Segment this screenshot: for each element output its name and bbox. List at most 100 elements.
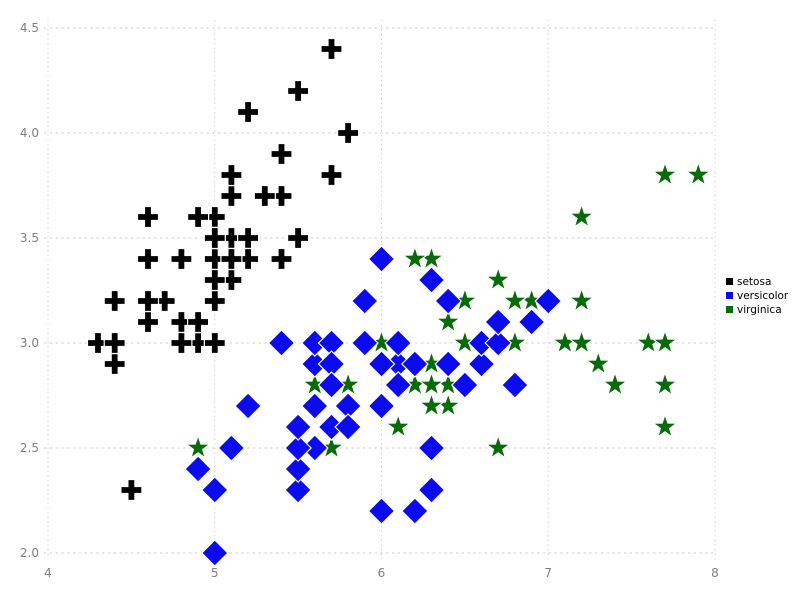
data-point-virginica bbox=[184, 433, 212, 460]
data-point-setosa bbox=[136, 247, 160, 271]
data-point-versicolor bbox=[317, 371, 346, 399]
data-point-virginica bbox=[417, 391, 446, 418]
data-point-versicolor bbox=[451, 371, 479, 399]
x-tick-label: 6 bbox=[378, 566, 386, 580]
data-point-versicolor bbox=[534, 287, 563, 315]
data-point-versicolor bbox=[284, 476, 312, 504]
data-point-setosa bbox=[187, 205, 210, 229]
data-point-setosa bbox=[270, 142, 293, 166]
data-point-versicolor bbox=[367, 350, 396, 378]
data-point-setosa bbox=[136, 289, 160, 313]
data-point-virginica bbox=[568, 202, 596, 229]
data-point-versicolor bbox=[300, 392, 329, 420]
x-tick-label: 4 bbox=[44, 566, 52, 580]
data-point-setosa bbox=[220, 184, 243, 208]
y-tick-label: 3.5 bbox=[20, 231, 39, 245]
data-point-setosa bbox=[203, 226, 226, 250]
data-point-versicolor bbox=[501, 371, 529, 399]
data-point-versicolor bbox=[417, 266, 446, 294]
legend-label-setosa: setosa bbox=[737, 276, 771, 288]
data-point-versicolor bbox=[184, 455, 212, 483]
data-point-versicolor bbox=[367, 497, 396, 525]
data-point-setosa bbox=[220, 163, 243, 187]
data-point-versicolor bbox=[350, 287, 379, 315]
data-point-versicolor bbox=[267, 329, 296, 357]
data-point-versicolor bbox=[284, 434, 312, 462]
data-point-setosa bbox=[120, 478, 143, 502]
data-point-versicolor bbox=[384, 371, 413, 399]
data-point-versicolor bbox=[434, 287, 463, 315]
y-tick-label: 4.5 bbox=[20, 21, 39, 35]
data-point-virginica bbox=[384, 412, 412, 439]
data-point-setosa bbox=[287, 79, 310, 103]
x-tick-label: 7 bbox=[544, 566, 552, 580]
data-point-setosa bbox=[203, 268, 226, 292]
data-point-setosa bbox=[103, 352, 126, 376]
data-point-versicolor bbox=[417, 476, 446, 504]
legend-label-versicolor: versicolor bbox=[737, 290, 789, 302]
x-tick-label: 8 bbox=[711, 566, 719, 580]
data-point-setosa bbox=[337, 121, 360, 145]
data-point-virginica bbox=[651, 328, 679, 355]
data-point-versicolor bbox=[517, 308, 546, 336]
data-point-virginica bbox=[601, 370, 629, 397]
data-point-versicolor bbox=[434, 350, 463, 378]
data-point-virginica bbox=[684, 160, 712, 187]
data-point-virginica bbox=[568, 328, 596, 355]
legend-swatch-versicolor bbox=[726, 292, 733, 299]
data-point-setosa bbox=[270, 247, 293, 271]
data-point-setosa bbox=[187, 310, 210, 334]
data-point-setosa bbox=[253, 184, 276, 208]
data-point-setosa bbox=[170, 331, 193, 355]
data-point-setosa bbox=[103, 289, 126, 313]
data-point-versicolor bbox=[284, 413, 312, 441]
data-point-virginica bbox=[401, 244, 429, 271]
legend-label-virginica: virginica bbox=[737, 304, 782, 316]
y-tick-label: 3.0 bbox=[20, 336, 39, 350]
data-point-setosa bbox=[203, 331, 226, 355]
data-point-versicolor bbox=[367, 392, 396, 420]
data-point-versicolor bbox=[234, 392, 262, 420]
y-tick-label: 4.0 bbox=[20, 126, 39, 140]
data-point-setosa bbox=[136, 205, 160, 229]
y-tick-label: 2.5 bbox=[20, 441, 39, 455]
data-point-versicolor bbox=[484, 308, 513, 336]
data-point-setosa bbox=[170, 247, 193, 271]
data-point-versicolor bbox=[467, 350, 496, 378]
data-point-versicolor bbox=[484, 329, 513, 357]
legend-swatch-setosa bbox=[726, 278, 733, 285]
legend-swatch-virginica bbox=[726, 306, 733, 313]
data-point-versicolor bbox=[334, 413, 362, 441]
data-point-virginica bbox=[568, 286, 596, 313]
data-point-versicolor bbox=[200, 539, 229, 567]
data-point-versicolor bbox=[217, 434, 246, 462]
data-point-virginica bbox=[651, 160, 679, 187]
data-point-versicolor bbox=[384, 329, 413, 357]
x-tick-label: 5 bbox=[211, 566, 219, 580]
data-point-virginica bbox=[434, 307, 462, 334]
data-point-setosa bbox=[287, 226, 310, 250]
data-point-versicolor bbox=[367, 245, 396, 273]
data-point-setosa bbox=[220, 247, 243, 271]
data-point-virginica bbox=[417, 370, 446, 397]
data-point-versicolor bbox=[417, 434, 446, 462]
data-point-setosa bbox=[86, 331, 110, 355]
data-point-setosa bbox=[320, 163, 343, 187]
data-point-setosa bbox=[136, 310, 160, 334]
data-point-versicolor bbox=[401, 350, 429, 378]
data-point-virginica bbox=[651, 370, 679, 397]
data-point-setosa bbox=[103, 331, 126, 355]
data-point-versicolor bbox=[350, 329, 379, 357]
y-tick-label: 2.0 bbox=[20, 546, 39, 560]
data-point-virginica bbox=[651, 412, 679, 439]
data-point-setosa bbox=[203, 289, 226, 313]
data-point-virginica bbox=[584, 349, 612, 376]
data-point-virginica bbox=[484, 265, 512, 292]
data-point-versicolor bbox=[284, 455, 312, 483]
data-point-versicolor bbox=[401, 497, 429, 525]
data-point-virginica bbox=[484, 433, 512, 460]
data-point-setosa bbox=[320, 37, 343, 61]
data-point-virginica bbox=[501, 286, 529, 313]
